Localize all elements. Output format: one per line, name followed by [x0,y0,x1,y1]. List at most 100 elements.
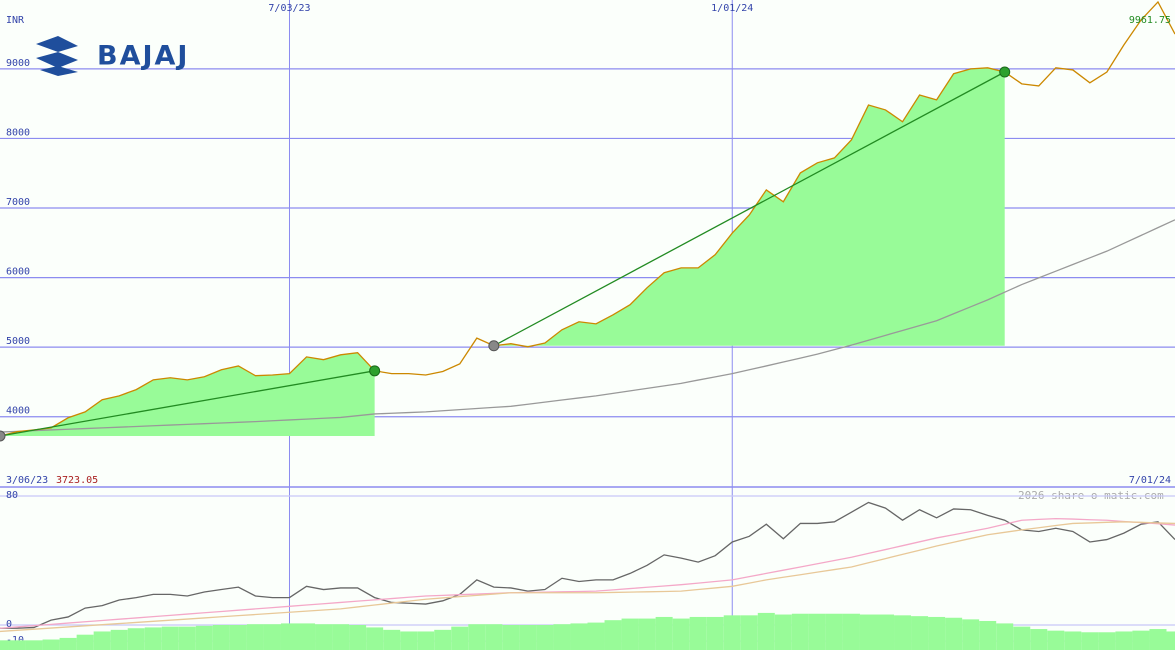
bar [1098,632,1116,650]
value-label: 3723.05 [56,475,98,486]
bar [110,629,128,650]
bar [859,614,877,650]
bar [945,617,963,650]
bar [0,640,9,650]
bar [195,625,213,650]
bar [246,624,264,650]
bar [400,631,418,650]
signal-area [0,352,375,437]
bar [655,616,673,650]
bar [570,623,588,650]
bar [996,623,1014,650]
signal-end [369,365,381,377]
bar [8,640,26,650]
y-tick-label: 8000 [6,127,30,138]
bar [280,623,299,650]
bar [42,639,60,650]
bar [332,624,350,650]
y-tick-label: 7000 [6,197,30,208]
bar [315,624,333,650]
bar [298,623,316,650]
y-tick-label: 0 [6,619,12,630]
x-tick-label: 1/01/24 [711,3,753,14]
bar [127,628,145,650]
bar [349,625,367,650]
bar [161,626,179,650]
bar [178,626,196,650]
bar [485,624,503,650]
trend-line [493,71,1006,347]
signal-end [999,66,1011,78]
bar [1013,626,1031,650]
signal-start [488,340,500,352]
bar [383,629,401,650]
bar [911,616,929,650]
signal-start [0,430,6,442]
x-tick-label: 7/03/23 [268,3,310,14]
y-tick-label: 6000 [6,267,30,278]
bar [144,627,162,650]
series-line [0,517,1175,629]
x-tick-label: 7/01/24 [1129,475,1171,486]
bar [1064,631,1082,650]
bar [689,616,707,650]
bar [1081,632,1099,650]
y-axis-label: INR [6,15,25,26]
bar [1166,631,1175,650]
bar [894,615,912,650]
bar [212,625,230,650]
bar [962,619,980,650]
bar [621,618,639,650]
bar [808,613,826,650]
bar [93,631,111,650]
bar [366,627,384,650]
bar [1132,630,1150,650]
bar [1030,629,1048,650]
signal-area [493,67,1005,347]
bar [434,629,452,650]
logo: BAJAJ [36,36,189,76]
y-tick-label: 9000 [6,58,30,69]
bar [842,613,860,650]
bar [604,620,622,650]
bar [706,616,724,650]
bar [468,624,486,650]
bar [876,614,895,650]
bar [791,613,809,650]
bar [25,640,43,650]
bar [76,634,94,650]
bar [451,626,469,650]
bar [553,624,571,650]
bar [638,618,656,650]
bar [757,612,775,650]
value-label: 9961.75 [1129,15,1171,26]
bar [774,614,792,650]
bar [979,620,997,650]
y-tick-label: 80 [6,490,18,501]
series-line [0,0,1175,437]
series-line [0,521,1175,633]
bar [519,625,537,650]
x-tick-label: 3/06/23 [6,475,48,486]
bar [417,631,435,650]
logo-icon [36,36,78,76]
logo-text: BAJAJ [97,41,189,72]
bar [587,622,605,650]
trend-line [0,370,375,437]
bar [536,625,554,650]
bar [928,616,946,650]
series-line [0,219,1175,433]
bar [723,615,741,650]
bar [263,624,281,650]
bar [740,615,758,650]
bar [1047,630,1065,650]
bar [1115,631,1133,650]
y-tick-label: 4000 [6,406,30,417]
series-line [0,501,1175,629]
bar [229,625,247,650]
y-tick-label: 5000 [6,336,30,347]
bar [1149,629,1167,650]
bar [59,637,77,650]
bar [672,618,690,650]
